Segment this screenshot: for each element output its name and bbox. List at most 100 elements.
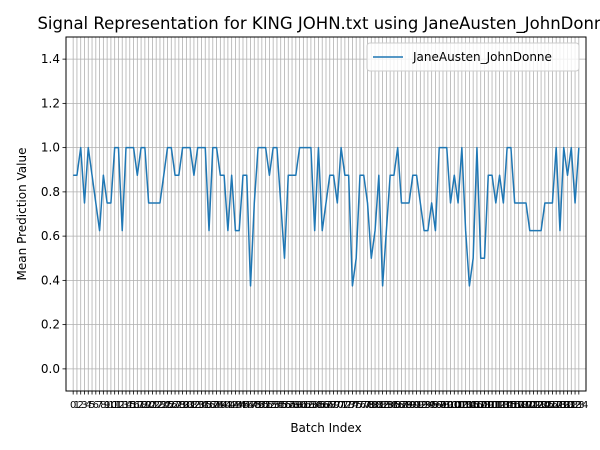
x-tick-label: 33 [191, 400, 204, 411]
x-tick-label: 53 [267, 400, 280, 411]
x-tick-label: 95 [425, 400, 438, 411]
x-tick-label: 65 [312, 400, 325, 411]
x-tick-label: 107 [467, 400, 486, 411]
x-tick-label: 37 [206, 400, 219, 411]
x-tick-label: 108 [471, 400, 490, 411]
x-tick-label: 67 [320, 400, 333, 411]
y-tick-label: 1.2 [41, 96, 60, 110]
x-tick-label: 27 [169, 400, 182, 411]
x-tick-label: 75 [350, 400, 363, 411]
x-tick-label: 64 [308, 400, 321, 411]
x-tick-label: 8 [100, 400, 106, 411]
x-tick-label: 26 [165, 400, 178, 411]
x-tick-label: 3 [81, 400, 87, 411]
x-axis-label: Batch Index [290, 421, 361, 435]
x-tick-label: 84 [384, 400, 397, 411]
x-tick-label: 29 [176, 400, 189, 411]
x-tick-label: 0 [70, 400, 76, 411]
x-tick-label: 55 [274, 400, 287, 411]
x-tick-label: 49 [252, 400, 265, 411]
x-tick-label: 110 [479, 400, 498, 411]
x-tick-label: 13 [116, 400, 129, 411]
y-tick-label: 0.6 [41, 229, 60, 243]
x-tick-label: 63 [305, 400, 318, 411]
x-tick-label: 1 [74, 400, 80, 411]
x-tick-label: 57 [282, 400, 295, 411]
x-tick-label: 43 [229, 400, 242, 411]
x-tick-label: 105 [460, 400, 479, 411]
x-tick-label: 28 [172, 400, 185, 411]
x-tick-label: 4 [85, 400, 91, 411]
x-tick-label: 47 [244, 400, 257, 411]
x-tick-label: 24 [157, 400, 170, 411]
x-tick-label: 34 [195, 400, 208, 411]
x-tick-label: 74 [346, 400, 359, 411]
x-tick-label: 128 [547, 400, 566, 411]
x-tick-label: 90 [406, 400, 419, 411]
x-tick-label: 46 [240, 400, 253, 411]
x-tick-label: 9 [104, 400, 110, 411]
grid [66, 37, 586, 391]
x-tick-label: 117 [505, 400, 524, 411]
x-tick-label: 120 [516, 400, 535, 411]
y-tick-label: 0.8 [41, 185, 60, 199]
x-tick-label: 104 [456, 400, 475, 411]
x-tick-label: 5 [89, 400, 95, 411]
x-tick-label: 86 [391, 400, 404, 411]
x-tick-label: 22 [150, 400, 163, 411]
y-axis-label: Mean Prediction Value [15, 148, 29, 281]
x-tick-label: 116 [501, 400, 520, 411]
x-tick-label: 79 [365, 400, 378, 411]
x-tick-label: 40 [218, 400, 231, 411]
x-tick-label: 72 [339, 400, 352, 411]
x-tick-label: 114 [494, 400, 513, 411]
x-tick-label: 41 [222, 400, 235, 411]
x-tick-label: 121 [520, 400, 539, 411]
x-tick-label: 19 [139, 400, 152, 411]
legend-entry-label: JaneAusten_JohnDonne [412, 50, 552, 64]
x-tick-label: 32 [188, 400, 201, 411]
x-tick-label: 23 [154, 400, 167, 411]
legend: JaneAusten_JohnDonne [366, 42, 580, 72]
x-tick-label: 127 [543, 400, 562, 411]
x-tick-label: 69 [327, 400, 340, 411]
x-tick-label: 39 [214, 400, 227, 411]
x-tick-label: 123 [528, 400, 547, 411]
x-tick-label: 126 [539, 400, 558, 411]
x-tick-label: 99 [440, 400, 453, 411]
y-tick-label: 1.0 [41, 141, 60, 155]
x-tick-label: 2 [78, 400, 84, 411]
y-tick-label: 0.4 [41, 273, 60, 287]
x-tick-label: 56 [278, 400, 291, 411]
x-tick-label: 50 [255, 400, 268, 411]
x-tick-label: 91 [410, 400, 423, 411]
x-tick-label: 70 [331, 400, 344, 411]
x-tick-label: 106 [464, 400, 483, 411]
x-tick-label: 68 [323, 400, 336, 411]
x-tick-label: 125 [535, 400, 554, 411]
x-tick-label: 78 [361, 400, 374, 411]
x-tick-label: 87 [395, 400, 408, 411]
x-tick-label: 59 [289, 400, 302, 411]
axis-ticks: 0.00.20.40.60.81.01.21.40123456789101112… [41, 52, 588, 411]
x-tick-label: 112 [486, 400, 505, 411]
x-tick-label: 44 [233, 400, 246, 411]
x-tick-label: 93 [418, 400, 431, 411]
x-tick-label: 109 [475, 400, 494, 411]
x-tick-label: 134 [569, 400, 588, 411]
x-tick-label: 25 [161, 400, 174, 411]
x-tick-label: 111 [482, 400, 501, 411]
x-tick-label: 102 [449, 400, 468, 411]
x-tick-label: 30 [180, 400, 193, 411]
x-tick-label: 71 [335, 400, 348, 411]
x-tick-label: 122 [524, 400, 543, 411]
x-tick-label: 48 [248, 400, 261, 411]
x-tick-label: 38 [210, 400, 223, 411]
x-tick-label: 35 [199, 400, 212, 411]
x-tick-label: 97 [433, 400, 446, 411]
x-tick-label: 36 [203, 400, 216, 411]
x-tick-label: 81 [372, 400, 385, 411]
x-tick-label: 131 [558, 400, 577, 411]
x-tick-label: 82 [376, 400, 389, 411]
